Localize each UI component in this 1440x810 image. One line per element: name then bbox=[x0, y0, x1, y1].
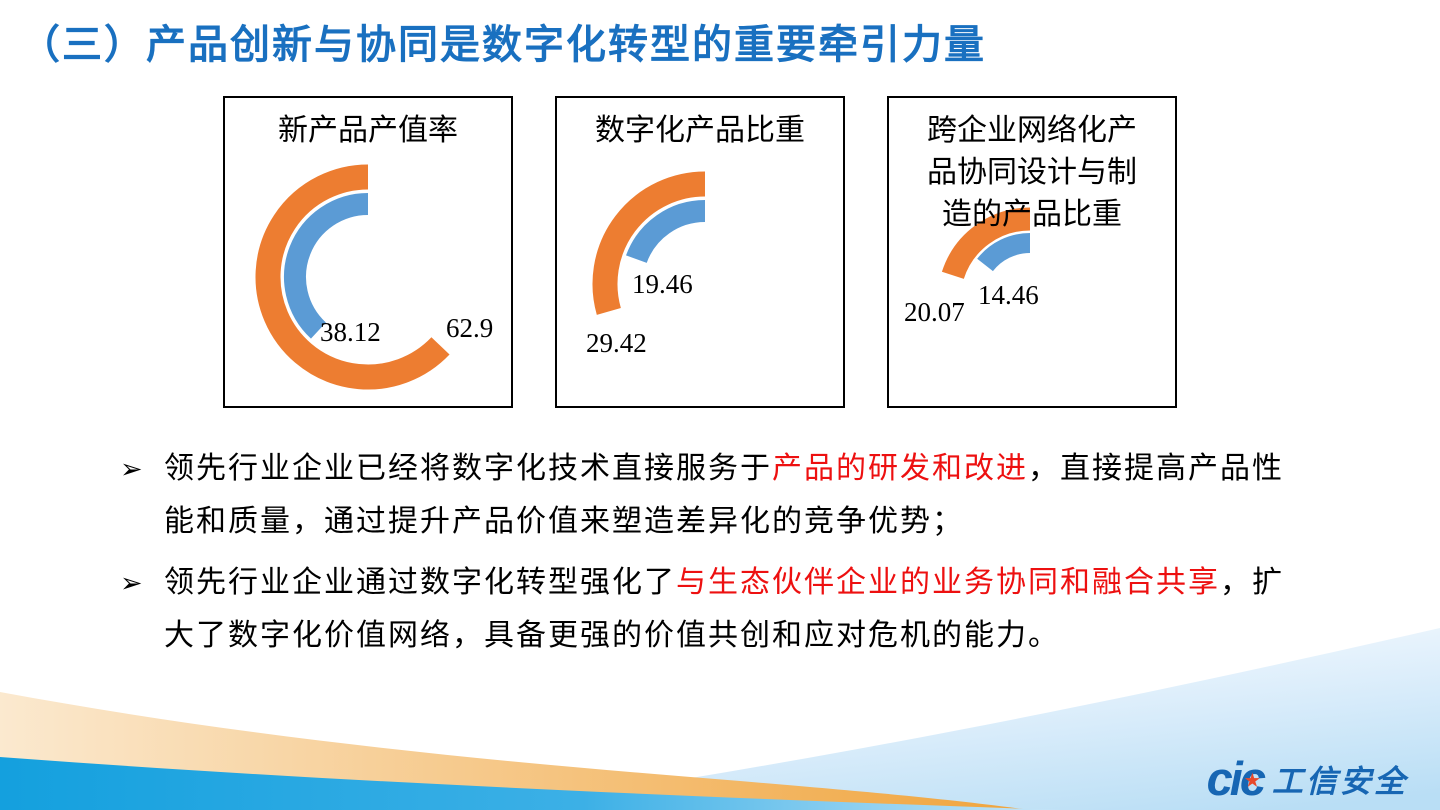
bullet-text-segment: 与生态伙伴企业的业务协同和融合共享 bbox=[676, 566, 1220, 599]
arc-orange bbox=[255, 164, 450, 390]
bullet-text-segment: ，直接提高产品性能和质量，通过提升产品价值来塑造差异化的竞争优势； bbox=[164, 452, 1284, 538]
arc-orange bbox=[592, 171, 706, 315]
data-label-orange: 29.42 bbox=[586, 328, 647, 358]
logo-text: 工信安全 bbox=[1272, 764, 1408, 799]
radial-bar-chart bbox=[941, 207, 1031, 280]
bullet-list: ➢ 领先行业企业已经将数字化技术直接服务于产品的研发和改进，直接提高产品性能和质量… bbox=[120, 442, 1380, 662]
data-label-blue: 14.46 bbox=[978, 280, 1039, 310]
data-label-blue: 19.46 bbox=[632, 269, 693, 299]
data-label-orange: 62.9 bbox=[446, 313, 494, 343]
data-label-blue: 38.12 bbox=[320, 317, 381, 347]
radial-bar-chart bbox=[592, 171, 706, 315]
bullet-arrow-icon: ➢ bbox=[120, 568, 143, 598]
arc-blue bbox=[977, 233, 1031, 272]
chart-title: 跨企业网络化产 品协同设计与制 造的产品比重 bbox=[927, 114, 1137, 231]
data-label-orange: 20.07 bbox=[904, 297, 965, 327]
chart-box-digital-product-share: 数字化产品比重 29.42 19.46 bbox=[555, 96, 845, 408]
logo: cic ★ 工信安全 bbox=[1207, 755, 1408, 802]
page-title: （三）产品创新与协同是数字化转型的重要牵引力量 bbox=[20, 23, 986, 67]
chart-title: 数字化产品比重 bbox=[595, 114, 805, 147]
bullet-text-segment: ，扩大了数字化价值网络，具备更强的价值共创和应对危机的能力。 bbox=[164, 566, 1284, 652]
arc-blue bbox=[284, 193, 369, 339]
bullet-item: ➢ 领先行业企业已经将数字化技术直接服务于产品的研发和改进，直接提高产品性能和质量… bbox=[120, 442, 1302, 548]
radial-bar-chart bbox=[255, 164, 450, 390]
bullet-text-segment: 领先行业企业通过数字化转型强化了 bbox=[164, 566, 676, 599]
footer-wave-decoration bbox=[0, 628, 1440, 810]
arc-blue bbox=[626, 200, 706, 264]
logo-cic: cic ★ bbox=[1206, 752, 1266, 805]
bullet-item: ➢ 领先行业企业通过数字化转型强化了与生态伙伴企业的业务协同和融合共享，扩大了数字… bbox=[120, 556, 1302, 662]
chart-title: 新产品产值率 bbox=[278, 114, 458, 147]
wave-blue bbox=[0, 757, 1060, 810]
bullet-text-segment: 产品的研发和改进 bbox=[772, 452, 1028, 485]
chart-box-cross-enterprise-collaboration-share: 跨企业网络化产 品协同设计与制 造的产品比重 20.07 14.46 bbox=[887, 96, 1177, 408]
bullet-text-segment: 领先行业企业已经将数字化技术直接服务于 bbox=[164, 452, 772, 485]
wave-lightblue bbox=[395, 628, 1440, 810]
bullet-arrow-icon: ➢ bbox=[120, 454, 143, 484]
chart-box-new-product-output-rate: 新产品产值率 62.9 38.12 bbox=[223, 96, 513, 408]
logo-cic-text: cic bbox=[1206, 752, 1266, 805]
arc-orange bbox=[941, 207, 1031, 280]
logo-star-icon: ★ bbox=[1244, 771, 1260, 790]
